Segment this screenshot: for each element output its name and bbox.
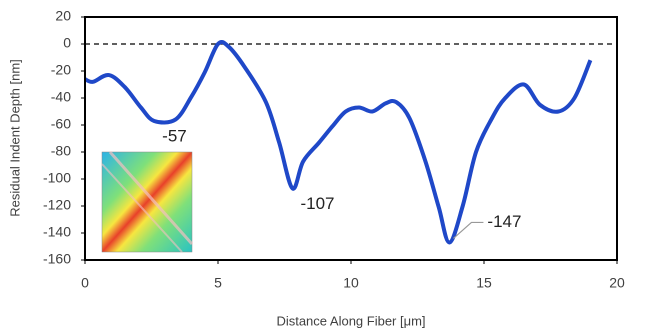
y-tick-label: 20 <box>55 8 71 24</box>
y-tick-label: -80 <box>51 143 71 159</box>
y-tick-label: -140 <box>43 224 71 240</box>
x-tick-label: 5 <box>214 275 222 291</box>
annotation: -107 <box>300 194 334 213</box>
y-axis-title: Residual Indent Depth [nm] <box>7 59 22 217</box>
y-tick-label: -40 <box>51 89 71 105</box>
x-tick-label: 0 <box>81 275 89 291</box>
x-tick-label: 20 <box>609 275 625 291</box>
inset-image <box>102 152 192 252</box>
y-tick-label: -100 <box>43 170 71 186</box>
chart: Distance Along Fiber [μm] Residual Inden… <box>0 0 653 333</box>
y-tick-label: 0 <box>63 35 71 51</box>
annotation: -57 <box>162 126 187 145</box>
annotation: -147 <box>487 212 521 231</box>
x-axis-title: Distance Along Fiber [μm] <box>276 313 425 328</box>
y-tick-label: -120 <box>43 197 71 213</box>
x-tick-label: 15 <box>476 275 492 291</box>
y-tick-label: -20 <box>51 62 71 78</box>
y-tick-label: -160 <box>43 251 71 267</box>
x-tick-label: 10 <box>343 275 359 291</box>
y-tick-label: -60 <box>51 116 71 132</box>
